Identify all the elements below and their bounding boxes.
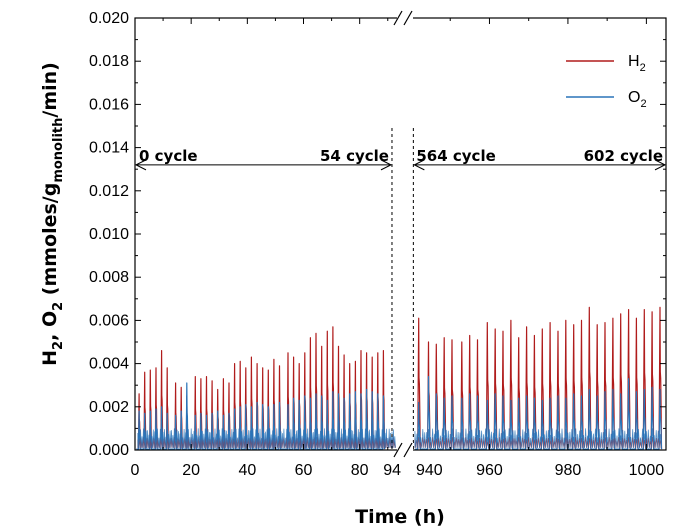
o2-series-noise [414,428,662,448]
axis-break-mark [403,10,413,26]
y-tick-label: 0.012 [89,183,129,200]
x-tick-label: 40 [238,462,256,479]
x-axis-title: Time (h) [355,506,445,528]
h2-series-line [136,326,386,450]
x-tick-label: 960 [476,462,503,479]
axis-break-mark [403,442,413,458]
axis-break-gap [397,442,413,458]
annotation-564-cycle: 564 cycle [416,147,495,165]
y-tick-label: 0.002 [89,399,129,416]
x-tick-label: 94 [383,462,401,479]
annotation-54-cycle: 54 cycle [320,147,389,165]
y-tick-label: 0.018 [89,53,129,70]
x-tick-label: 980 [555,462,582,479]
y-tick-label: 0.004 [89,356,129,373]
y-axis-title-part: 2 [51,341,66,350]
y-axis-title-part: H [39,350,61,366]
x-tick-label: 20 [182,462,200,479]
annotation-layer: 0 cycle 54 cycle 564 cycle 602 cycle [134,128,667,450]
x-tick-label: 60 [295,462,313,479]
plot-frame [134,17,667,451]
axis-break-mark [393,442,403,458]
y-tick-label: 0.014 [89,140,129,157]
cycle-arrow-right-head-right [654,159,667,171]
y-tick-label: 0.016 [89,96,129,113]
x-tick-label: 1000 [629,462,665,479]
annotation-602-cycle: 602 cycle [584,147,663,165]
legend: H2 O2 [566,53,647,110]
x-tick-label: 940 [416,462,443,479]
x-tick-label: 0 [131,462,140,479]
y-axis-title-part: (mmoles/g [39,183,61,302]
annotation-0-cycle: 0 cycle [139,147,198,165]
axes-layer: 0.000 0.002 0.004 0.006 0.008 0.010 0.012 0.014… [89,10,667,479]
y-tick-label: 0.008 [89,269,129,286]
y-tick-label: 0.010 [89,226,129,243]
y-axis-title: H2, O2 (mmoles/gmonolith/min) [39,62,66,366]
axis-break-mark [393,10,403,26]
y-axis-title-part: /min) [39,62,61,117]
y-axis-title-part: 2 [51,302,66,311]
y-axis-title-part: , O [39,311,61,341]
series-layer [136,306,663,450]
x-tick-label: 80 [351,462,369,479]
cycle-arrow-left-head-right [380,159,393,171]
cycle-arrow-right-head-left [413,159,425,171]
o2-series-noise [137,428,396,448]
y-tick-label: 0.020 [89,10,129,27]
o2-series-line [414,376,663,450]
cycle-arrow-left-head-left [134,159,147,171]
legend-o2-label: O2 [628,89,647,110]
axis-break-gap [397,10,413,26]
y-axis-title-part: monolith [51,118,66,183]
legend-h2-label: H2 [628,53,646,74]
o2-series-line [136,382,386,450]
y-tick-label: 0.006 [89,312,129,329]
y-tick-label: 0.000 [89,442,129,459]
